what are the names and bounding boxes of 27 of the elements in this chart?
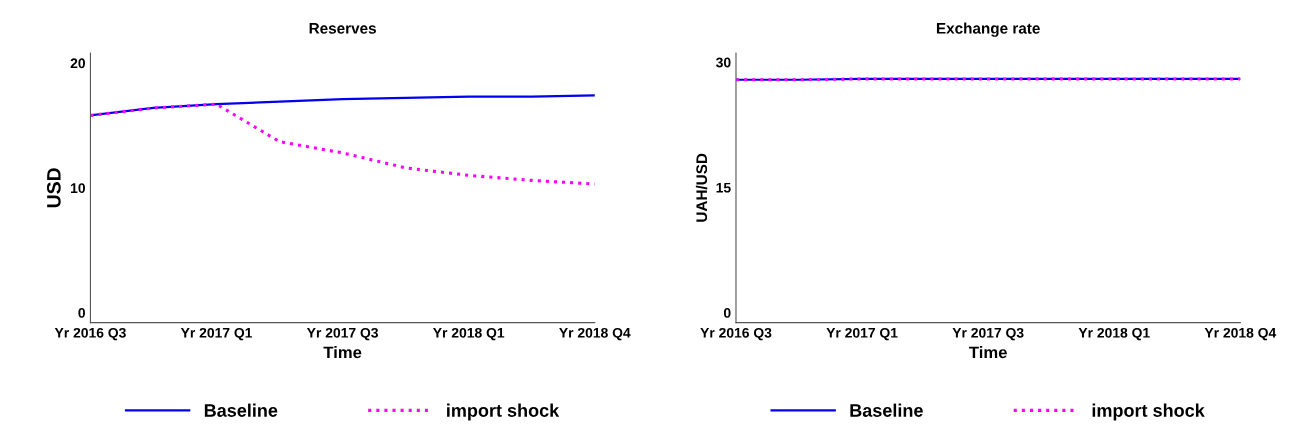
x-axis-title: Time bbox=[969, 346, 1007, 359]
x-tick-label: Yr 2017 Q3 bbox=[306, 327, 379, 341]
y-tick-label: 15 bbox=[716, 182, 731, 193]
y-tick-label: 0 bbox=[78, 308, 86, 318]
x-tick-label: Yr 2018 Q1 bbox=[1078, 327, 1150, 341]
x-tick-label: Yr 2016 Q3 bbox=[700, 327, 772, 341]
x-tick-label: Yr 2017 Q3 bbox=[952, 327, 1024, 341]
x-tick-label: Yr 2017 Q1 bbox=[826, 327, 898, 341]
y-tick-label: 20 bbox=[70, 58, 86, 69]
y-axis-title: USD bbox=[46, 168, 61, 208]
legend-label: Baseline bbox=[204, 403, 278, 417]
legend-label: import shock bbox=[447, 403, 560, 421]
line-series bbox=[90, 94, 595, 117]
x-tick-label: Yr 2017 Q1 bbox=[180, 327, 253, 341]
x-axis-title: Time bbox=[323, 346, 362, 359]
chart-title: Reserves bbox=[309, 23, 376, 34]
y-tick-label: 10 bbox=[71, 183, 86, 194]
legend-label: Baseline bbox=[850, 403, 923, 417]
y-tick-label: 0 bbox=[723, 307, 731, 318]
y-axis-title: UAH/USD bbox=[695, 153, 708, 222]
x-tick-label: Yr 2018 Q4 bbox=[559, 327, 631, 341]
legend-label: import shock bbox=[1092, 403, 1205, 421]
x-tick-label: Yr 2018 Q1 bbox=[433, 327, 505, 341]
x-tick-label: Yr 2016 Q3 bbox=[54, 327, 126, 341]
x-tick-label: Yr 2018 Q4 bbox=[1204, 327, 1277, 341]
chart-title: Exchange rate bbox=[936, 22, 1040, 37]
y-tick-label: 30 bbox=[716, 57, 731, 68]
